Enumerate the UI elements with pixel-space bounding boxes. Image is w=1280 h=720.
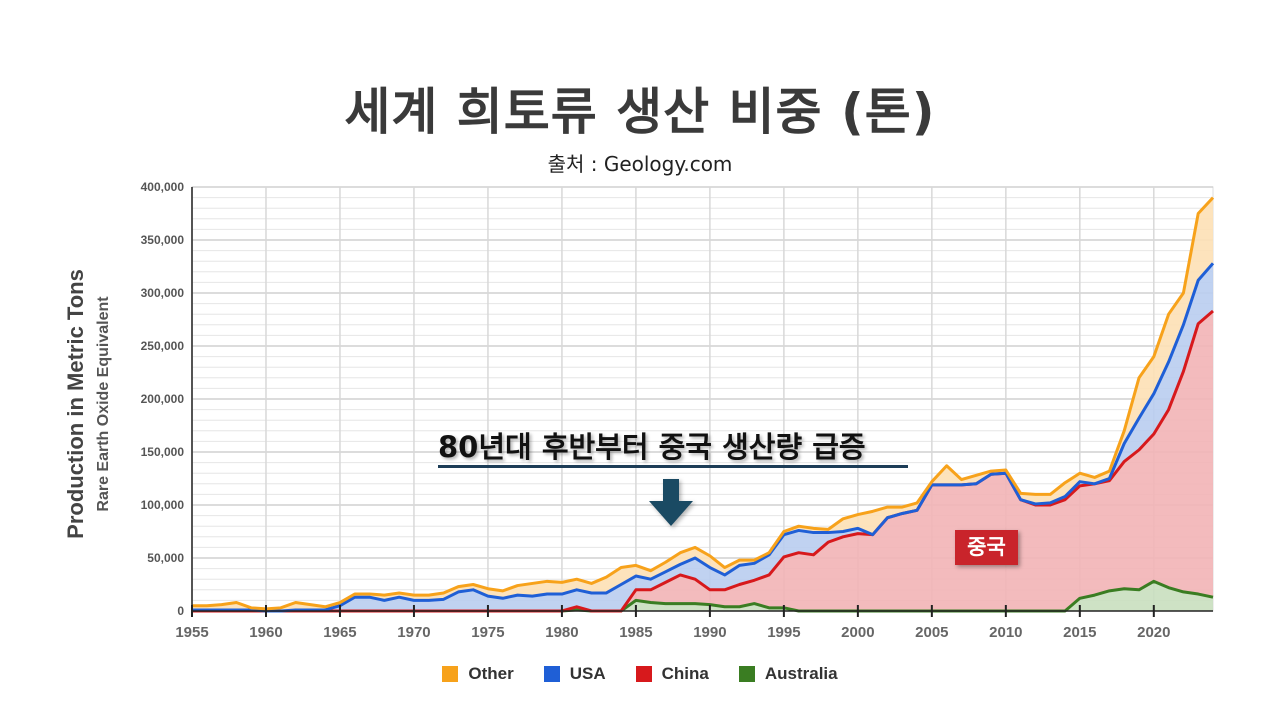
annotation-underline <box>438 465 908 468</box>
legend-item-usa: USA <box>543 664 606 684</box>
y-tick-label: 300,000 <box>141 286 185 300</box>
x-tick-label: 2015 <box>1063 624 1096 641</box>
y-axis-title: Production in Metric Tons <box>63 269 88 539</box>
down-arrow-icon <box>649 479 693 526</box>
y-tick-label: 0 <box>177 604 184 618</box>
y-tick-label: 400,000 <box>141 180 185 194</box>
y-tick-label: 50,000 <box>147 551 184 565</box>
y-tick-label: 250,000 <box>141 339 185 353</box>
legend-label: China <box>661 664 709 683</box>
legend-swatch-usa <box>543 666 560 682</box>
legend-item-china: China <box>635 664 709 684</box>
x-tick-label: 2010 <box>989 624 1022 641</box>
legend-label: Other <box>468 664 514 683</box>
legend-label: USA <box>569 664 606 683</box>
y-tick-label: 100,000 <box>141 498 185 512</box>
y-tick-label: 350,000 <box>141 233 185 247</box>
legend-item-australia: Australia <box>738 664 838 684</box>
annotation-text: 80년대 후반부터 중국 생산량 급증 <box>438 430 866 464</box>
y-tick-label: 150,000 <box>141 445 185 459</box>
china-label: 중국 <box>955 530 1018 565</box>
line-other <box>192 196 1215 611</box>
y-tick-label: 200,000 <box>141 392 185 406</box>
source-subtitle: 출처 : Geology.com <box>547 152 733 176</box>
y-axis-subtitle: Rare Earth Oxide Equivalent <box>95 296 112 512</box>
x-tick-label: 1980 <box>545 624 578 641</box>
x-tick-label: 1995 <box>767 624 800 641</box>
x-tick-label: 2000 <box>841 624 874 641</box>
line-usa <box>192 262 1215 613</box>
legend-swatch-australia <box>738 666 755 682</box>
legend-swatch-other <box>442 666 459 682</box>
page-title: 세계 희토류 생산 비중 (톤) <box>344 83 936 141</box>
legend: Other USA China Australia <box>0 664 1280 684</box>
x-tick-label: 1965 <box>323 624 356 641</box>
x-tick-label: 1975 <box>471 624 504 641</box>
x-tick-label: 1955 <box>175 624 208 641</box>
x-tick-label: 2005 <box>915 624 948 641</box>
x-tick-label: 1990 <box>693 624 726 641</box>
legend-label: Australia <box>764 664 838 683</box>
x-tick-label: 1960 <box>249 624 282 641</box>
x-tick-label: 2020 <box>1137 624 1170 641</box>
x-tick-label: 1970 <box>397 624 430 641</box>
legend-item-other: Other <box>442 664 514 684</box>
legend-swatch-china <box>635 666 652 682</box>
x-tick-label: 1985 <box>619 624 652 641</box>
